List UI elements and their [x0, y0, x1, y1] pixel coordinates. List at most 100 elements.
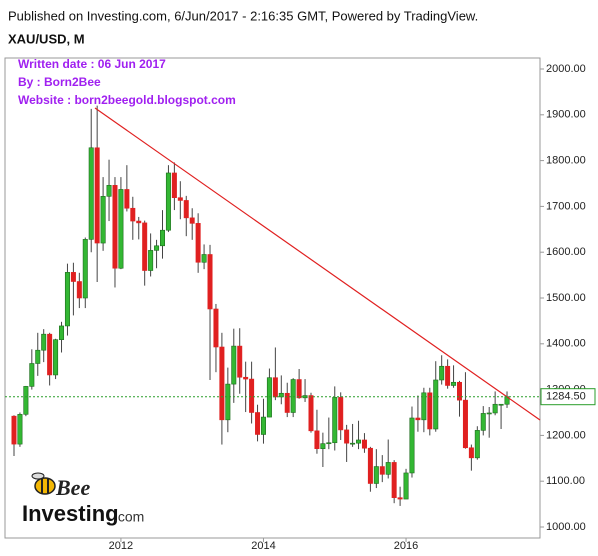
candle-body — [314, 430, 320, 449]
candle-body — [225, 383, 231, 421]
candle-body — [35, 349, 41, 364]
candle-body — [154, 245, 160, 251]
candle-body — [82, 239, 88, 299]
candle-body — [272, 377, 278, 398]
candle-body — [480, 413, 486, 431]
candle-body — [326, 442, 332, 445]
candle-body — [320, 443, 326, 449]
annotation: Website : born2beegold.blogspot.com — [18, 93, 236, 107]
candle-body — [468, 447, 474, 459]
candle-body — [100, 196, 106, 244]
candle-body — [338, 397, 344, 431]
candle-body — [70, 272, 76, 282]
candle-body — [486, 412, 492, 415]
candle-body — [165, 172, 171, 231]
candle-body — [356, 439, 362, 444]
candle-body — [367, 447, 373, 484]
candle-body — [350, 442, 356, 445]
y-tick-label: 1700.00 — [546, 200, 586, 212]
trend-line — [94, 107, 541, 421]
logo-suffix: .com — [114, 509, 144, 525]
candle-body — [445, 365, 451, 386]
candle-body — [439, 365, 445, 381]
candle-body — [379, 466, 385, 475]
candle-body — [177, 197, 183, 201]
candle-body — [64, 272, 70, 327]
candle-body — [344, 429, 350, 444]
candle-body — [219, 346, 225, 421]
candle-body — [474, 430, 480, 459]
candle-body — [492, 403, 498, 414]
candle-body — [397, 497, 403, 500]
candle-body — [249, 378, 255, 413]
x-tick-label: 2014 — [251, 540, 275, 552]
candle-body — [255, 412, 261, 435]
candle-body — [118, 189, 124, 269]
y-tick-label: 1500.00 — [546, 292, 586, 304]
candle-body — [403, 472, 409, 500]
candle-body — [290, 379, 296, 413]
y-tick-label: 1900.00 — [546, 109, 586, 121]
candle-body — [284, 392, 290, 413]
candle-body — [142, 222, 148, 271]
y-tick-label: 1000.00 — [546, 521, 586, 533]
last-price-label: 1284.50 — [546, 391, 586, 403]
bee-icon — [34, 477, 56, 495]
candle-body — [136, 220, 142, 224]
candle-body — [76, 281, 82, 299]
candle-body — [498, 403, 504, 406]
candle-body — [361, 439, 367, 449]
chart-title: XAU/USD, M — [8, 31, 85, 46]
candle-body — [59, 325, 65, 340]
logo: Bee Investing .com — [22, 472, 144, 526]
candle-body — [47, 333, 53, 376]
candle-body — [243, 376, 249, 380]
candle-body — [237, 345, 243, 378]
logo-brand: Investing — [22, 501, 119, 526]
candle-body — [23, 386, 29, 415]
candle-body — [112, 185, 118, 269]
candle-body — [391, 462, 397, 498]
header: Published on Investing.com, 6/Jun/2017 -… — [8, 8, 478, 23]
candle-body — [189, 217, 195, 224]
candle-body — [296, 379, 302, 399]
candle-body — [433, 379, 439, 430]
y-tick-label: 1400.00 — [546, 338, 586, 350]
candle-body — [462, 399, 468, 449]
candle-body — [160, 229, 166, 247]
candle-body — [415, 417, 421, 421]
candle-body — [231, 345, 237, 385]
candle-body — [332, 397, 338, 444]
candle-body — [421, 392, 427, 421]
candle-body — [53, 339, 59, 376]
y-tick-label: 1200.00 — [546, 429, 586, 441]
candle-body — [207, 254, 213, 310]
candle-body — [409, 417, 415, 474]
candle-body — [94, 147, 100, 244]
y-tick-label: 2000.00 — [546, 63, 586, 75]
annotation: By : Born2Bee — [18, 75, 101, 89]
candle-body — [11, 415, 17, 445]
candle-body — [260, 416, 266, 435]
y-tick-label: 1600.00 — [546, 246, 586, 258]
last-price-box — [540, 388, 596, 406]
candle-body — [124, 189, 130, 209]
plot — [11, 105, 510, 506]
candle-body — [183, 200, 189, 219]
candle-body — [266, 377, 272, 418]
candle-body — [373, 466, 379, 484]
candle-body — [213, 308, 219, 348]
candle-body — [130, 207, 136, 222]
candle-body — [427, 392, 433, 430]
y-tick-label: 1100.00 — [546, 475, 585, 487]
bee-wing — [31, 472, 45, 480]
candle-body — [148, 250, 154, 271]
candle-body — [171, 172, 177, 198]
candle-body — [41, 333, 47, 351]
candle-body — [308, 395, 314, 432]
candle-body — [106, 185, 112, 197]
candle-body — [385, 462, 391, 475]
candle-body — [17, 414, 23, 445]
candle-body — [456, 381, 462, 401]
